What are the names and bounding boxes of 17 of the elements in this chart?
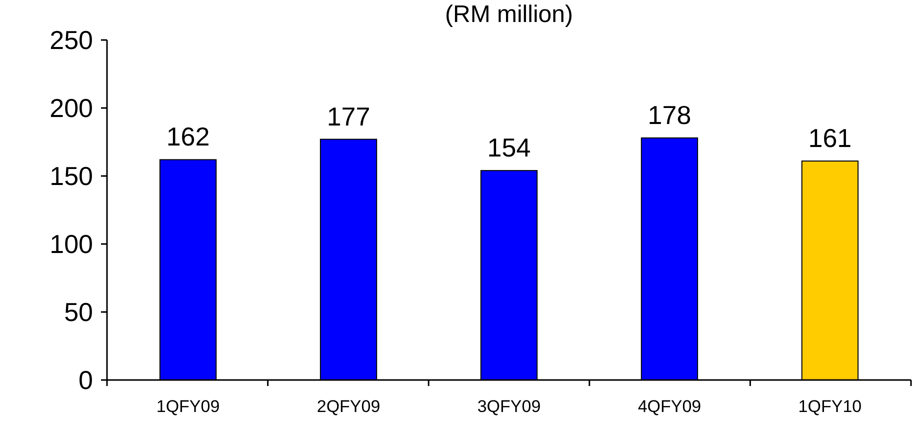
x-tick-label: 1QFY10: [798, 397, 862, 416]
data-label: 177: [326, 101, 370, 132]
x-tick-label: 2QFY09: [316, 397, 380, 416]
y-tick-label: 100: [50, 229, 93, 260]
chart-title: (RM million): [445, 1, 573, 28]
data-label: 154: [487, 132, 531, 163]
data-label: 162: [166, 122, 210, 152]
y-tick-label: 150: [50, 161, 93, 192]
x-tick-label: 3QFY09: [477, 397, 541, 416]
x-tick-label: 1QFY09: [156, 397, 220, 416]
data-label: 178: [648, 100, 692, 130]
y-tick-label: 0: [78, 365, 93, 396]
x-tick-label: 4QFY09: [638, 397, 702, 416]
y-tick-label: 250: [50, 25, 93, 56]
y-tick-label: 50: [64, 297, 93, 328]
y-tick-label: 200: [50, 93, 93, 124]
data-label: 161: [808, 123, 852, 154]
